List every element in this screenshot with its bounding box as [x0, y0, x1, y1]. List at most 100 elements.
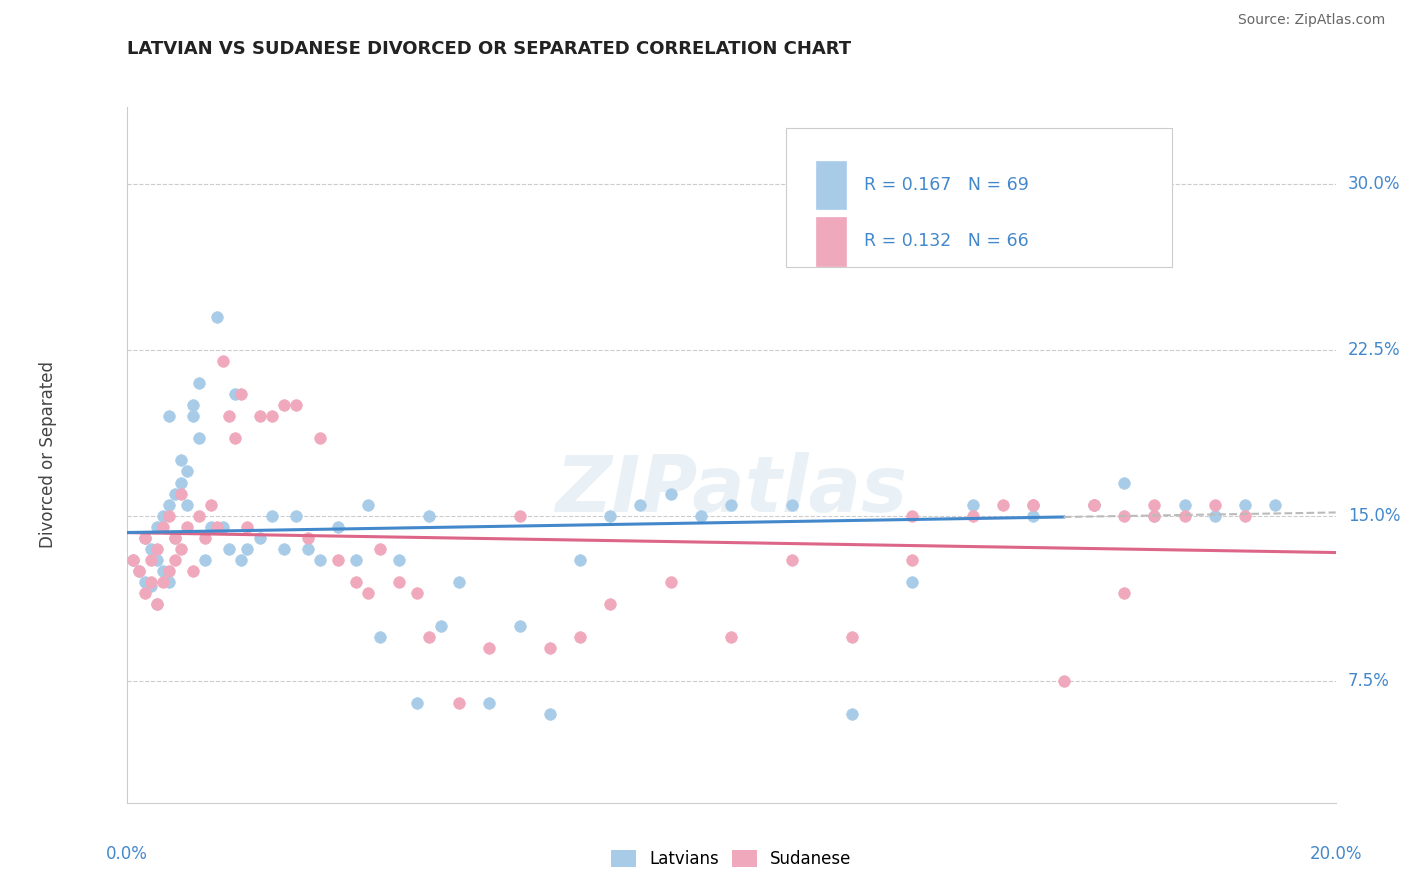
- Point: [134, 531, 156, 545]
- Point: [599, 597, 621, 611]
- FancyBboxPatch shape: [815, 161, 846, 210]
- Point: [157, 574, 180, 589]
- Text: 0.0%: 0.0%: [105, 845, 148, 863]
- Point: [309, 553, 332, 567]
- Point: [962, 498, 984, 512]
- Text: 20.0%: 20.0%: [1309, 845, 1362, 863]
- Point: [1083, 498, 1105, 512]
- Text: 15.0%: 15.0%: [1348, 507, 1400, 524]
- Point: [309, 431, 332, 445]
- Point: [205, 519, 228, 533]
- Point: [170, 486, 193, 500]
- Point: [478, 641, 501, 656]
- Point: [152, 519, 174, 533]
- Point: [1204, 508, 1226, 523]
- Point: [146, 519, 169, 533]
- Point: [231, 387, 253, 401]
- FancyBboxPatch shape: [786, 128, 1173, 267]
- Point: [128, 564, 150, 578]
- Point: [152, 574, 174, 589]
- Point: [121, 553, 143, 567]
- Point: [659, 574, 682, 589]
- Point: [146, 553, 169, 567]
- Point: [1143, 498, 1166, 512]
- Point: [357, 498, 380, 512]
- Point: [538, 641, 561, 656]
- Point: [1114, 586, 1136, 600]
- Point: [841, 707, 863, 722]
- Point: [1143, 199, 1166, 213]
- Text: Divorced or Separated: Divorced or Separated: [39, 361, 58, 549]
- Point: [273, 541, 295, 556]
- Point: [901, 574, 924, 589]
- Point: [1083, 498, 1105, 512]
- Point: [284, 398, 307, 412]
- Point: [962, 508, 984, 523]
- Point: [430, 619, 453, 633]
- Point: [249, 531, 271, 545]
- Point: [1114, 475, 1136, 490]
- Point: [297, 531, 319, 545]
- Point: [170, 541, 193, 556]
- Point: [134, 531, 156, 545]
- Point: [176, 519, 198, 533]
- Point: [224, 387, 246, 401]
- Point: [163, 486, 186, 500]
- Point: [1143, 508, 1166, 523]
- Point: [1053, 674, 1076, 689]
- Point: [181, 564, 204, 578]
- Point: [538, 707, 561, 722]
- Point: [326, 553, 350, 567]
- Point: [1022, 498, 1045, 512]
- Point: [236, 519, 259, 533]
- Point: [128, 564, 150, 578]
- Point: [170, 453, 193, 467]
- Point: [212, 519, 235, 533]
- Point: [224, 431, 246, 445]
- Point: [157, 564, 180, 578]
- Point: [163, 531, 186, 545]
- Point: [205, 310, 228, 324]
- Point: [1083, 498, 1105, 512]
- Point: [1022, 508, 1045, 523]
- Point: [218, 541, 240, 556]
- Point: [176, 465, 198, 479]
- Point: [388, 553, 411, 567]
- Legend: Latvians, Sudanese: Latvians, Sudanese: [605, 843, 858, 874]
- Point: [163, 531, 186, 545]
- Point: [157, 498, 180, 512]
- Point: [139, 579, 162, 593]
- Point: [181, 409, 204, 424]
- Point: [993, 498, 1015, 512]
- Point: [170, 475, 193, 490]
- Point: [157, 409, 180, 424]
- Point: [152, 564, 174, 578]
- Point: [357, 586, 380, 600]
- Point: [200, 498, 222, 512]
- Point: [1143, 508, 1166, 523]
- Point: [370, 630, 392, 644]
- Point: [841, 630, 863, 644]
- Point: [780, 553, 803, 567]
- Point: [194, 531, 217, 545]
- Point: [231, 553, 253, 567]
- Point: [509, 508, 531, 523]
- Point: [720, 630, 742, 644]
- Point: [134, 574, 156, 589]
- Point: [568, 553, 592, 567]
- Point: [1173, 508, 1195, 523]
- Point: [146, 597, 169, 611]
- Point: [370, 541, 392, 556]
- Point: [568, 630, 592, 644]
- Point: [249, 409, 271, 424]
- Point: [901, 508, 924, 523]
- Text: ZIPatlas: ZIPatlas: [555, 451, 907, 528]
- Point: [405, 697, 427, 711]
- Point: [447, 574, 470, 589]
- Text: 7.5%: 7.5%: [1348, 673, 1389, 690]
- Point: [200, 519, 222, 533]
- Point: [273, 398, 295, 412]
- Point: [188, 508, 211, 523]
- Point: [1173, 498, 1195, 512]
- Point: [780, 498, 803, 512]
